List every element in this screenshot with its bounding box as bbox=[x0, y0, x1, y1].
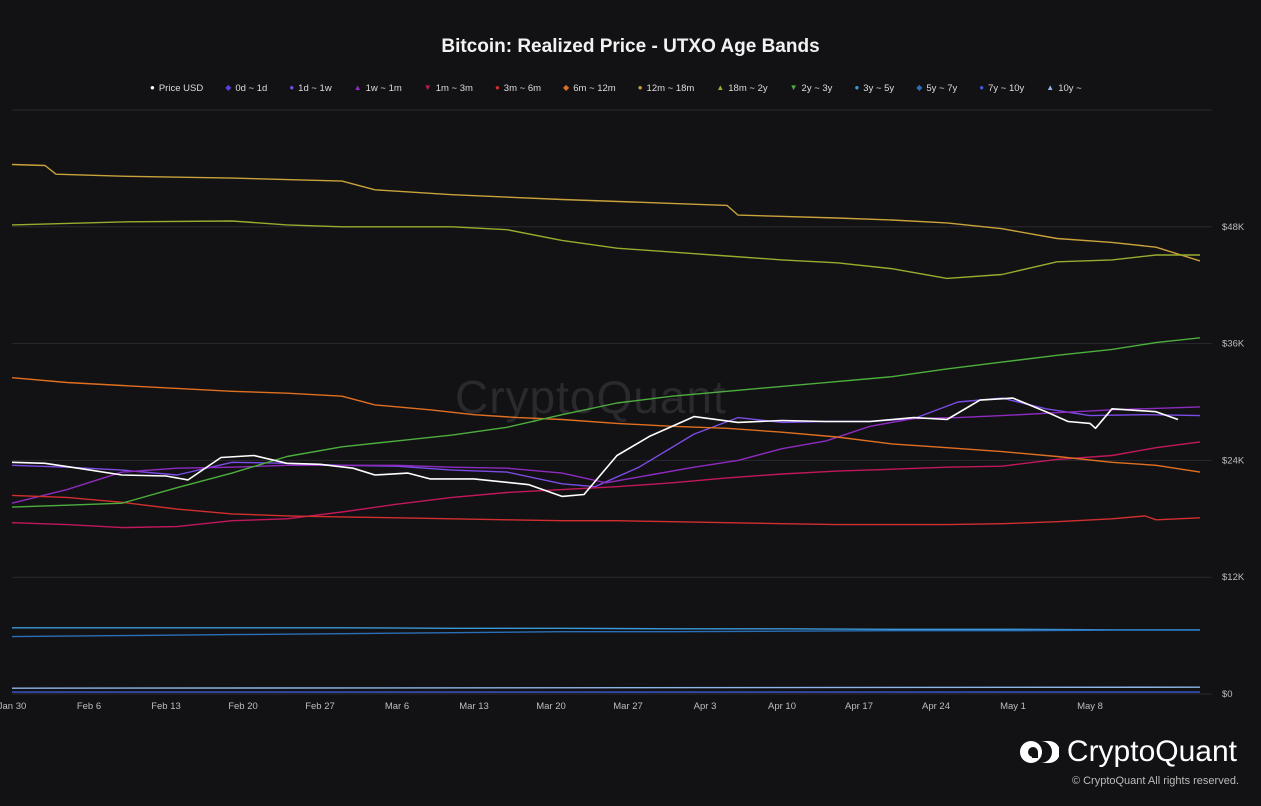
x-tick-label: Jan 30 bbox=[0, 701, 26, 712]
watermark: CryptoQuant bbox=[455, 371, 727, 423]
grid-lines bbox=[12, 109, 1212, 695]
x-axis: Jan 30 Feb 6 Feb 13 Feb 20 Feb 27 Mar 6 Mar 13… bbox=[0, 701, 1103, 712]
legend-item[interactable]: ◆ 6m ~ 12m bbox=[563, 80, 616, 96]
legend-marker-icon: ◆ bbox=[225, 83, 232, 92]
series-line bbox=[11, 397, 1201, 488]
x-tick-label: Apr 17 bbox=[845, 701, 873, 712]
cryptoquant-logo-icon bbox=[1019, 741, 1059, 763]
x-tick-label: Feb 20 bbox=[228, 701, 258, 712]
legend-item[interactable]: ● 3y ~ 5y bbox=[854, 80, 894, 96]
legend-item[interactable]: ▲ 10y ~ bbox=[1046, 80, 1081, 96]
legend-item[interactable]: ● 3m ~ 6m bbox=[495, 80, 541, 96]
legend-label: 6m ~ 12m bbox=[573, 82, 616, 94]
series-line bbox=[11, 686, 1201, 689]
legend-marker-icon: ● bbox=[150, 83, 155, 92]
legend-item[interactable]: ▲ 1w ~ 1m bbox=[354, 80, 402, 96]
brand-name: CryptoQuant bbox=[1066, 735, 1237, 768]
chart-legend: ● Price USD ◆ 0d ~ 1d ● 1d ~ 1w ▲ 1w ~ 1m ▼ 1m ~ … bbox=[150, 80, 1150, 96]
series-line bbox=[11, 629, 1200, 638]
legend-label: 12m ~ 18m bbox=[646, 82, 695, 94]
legend-marker-icon: ● bbox=[979, 83, 985, 92]
legend-item[interactable]: ● 7y ~ 10y bbox=[979, 80, 1024, 96]
legend-label: 18m ~ 2y bbox=[728, 82, 768, 94]
x-tick-label: Mar 6 bbox=[385, 701, 409, 712]
x-tick-label: Feb 13 bbox=[151, 701, 181, 712]
legend-item[interactable]: ◆ 5y ~ 7y bbox=[916, 80, 957, 96]
legend-label: 1d ~ 1w bbox=[298, 82, 332, 94]
x-tick-label: Feb 6 bbox=[77, 701, 101, 712]
series-line bbox=[12, 627, 1200, 631]
x-tick-label: May 8 bbox=[1077, 701, 1103, 712]
series-line bbox=[11, 337, 1201, 508]
legend-label: 10y ~ bbox=[1058, 82, 1082, 94]
legend-marker-icon: ● bbox=[854, 83, 860, 92]
y-tick-label: $36K bbox=[1222, 339, 1245, 350]
brand-logo: CryptoQuant bbox=[1019, 735, 1237, 769]
series-line bbox=[11, 397, 1179, 498]
legend-label: 3m ~ 6m bbox=[503, 82, 542, 94]
x-tick-label: Mar 20 bbox=[536, 701, 566, 712]
legend-marker-icon: ● bbox=[289, 83, 295, 92]
legend-marker-icon: ▼ bbox=[423, 83, 432, 92]
legend-item[interactable]: ◆ 0d ~ 1d bbox=[225, 80, 267, 96]
y-tick-label: $12K bbox=[1222, 572, 1245, 583]
x-tick-label: Apr 3 bbox=[694, 701, 717, 712]
legend-marker-icon: ◆ bbox=[563, 83, 570, 92]
legend-item[interactable]: ● 1d ~ 1w bbox=[289, 80, 331, 96]
legend-item[interactable]: ▲ 18m ~ 2y bbox=[716, 80, 767, 96]
legend-label: 0d ~ 1d bbox=[235, 82, 268, 94]
y-tick-label: $24K bbox=[1222, 455, 1245, 466]
y-tick-label: $0 bbox=[1222, 689, 1233, 700]
legend-marker-icon: ● bbox=[637, 83, 643, 92]
y-axis: $0 $12K $24K $36K $48K bbox=[1222, 222, 1245, 700]
legend-label: 5y ~ 7y bbox=[926, 82, 958, 94]
series-line bbox=[11, 220, 1200, 280]
legend-item[interactable]: ● Price USD bbox=[150, 80, 203, 96]
series-line bbox=[11, 441, 1201, 529]
legend-marker-icon: ▲ bbox=[1046, 83, 1055, 92]
legend-label: 2y ~ 3y bbox=[801, 82, 833, 94]
x-tick-label: Apr 10 bbox=[768, 701, 796, 712]
legend-label: 3y ~ 5y bbox=[863, 82, 895, 94]
series-line bbox=[11, 494, 1201, 526]
y-tick-label: $48K bbox=[1222, 222, 1245, 233]
chart-title: Bitcoin: Realized Price - UTXO Age Bands bbox=[441, 36, 820, 57]
series-line bbox=[11, 377, 1201, 473]
series-line bbox=[11, 163, 1201, 262]
x-tick-label: Mar 13 bbox=[459, 701, 489, 712]
legend-item[interactable]: ▼ 1m ~ 3m bbox=[424, 80, 473, 96]
legend-item[interactable]: ▼ 2y ~ 3y bbox=[790, 80, 833, 96]
legend-label: 1w ~ 1m bbox=[365, 82, 402, 94]
legend-label: Price USD bbox=[158, 82, 204, 94]
legend-marker-icon: ◆ bbox=[916, 83, 923, 92]
x-tick-label: Apr 24 bbox=[922, 701, 950, 712]
legend-marker-icon: ▲ bbox=[716, 83, 725, 92]
x-tick-label: May 1 bbox=[1000, 701, 1026, 712]
series-line bbox=[11, 406, 1201, 504]
legend-item[interactable]: ● 12m ~ 18m bbox=[638, 80, 695, 96]
x-tick-label: Feb 27 bbox=[305, 701, 335, 712]
copyright: © CryptoQuant All rights reserved. bbox=[1071, 775, 1239, 787]
series-lines bbox=[11, 163, 1201, 693]
legend-marker-icon: ▼ bbox=[789, 83, 798, 92]
legend-label: 7y ~ 10y bbox=[988, 82, 1025, 94]
x-tick-label: Mar 27 bbox=[613, 701, 643, 712]
legend-label: 1m ~ 3m bbox=[435, 82, 473, 94]
legend-marker-icon: ● bbox=[494, 83, 500, 92]
legend-marker-icon: ▲ bbox=[353, 83, 362, 92]
